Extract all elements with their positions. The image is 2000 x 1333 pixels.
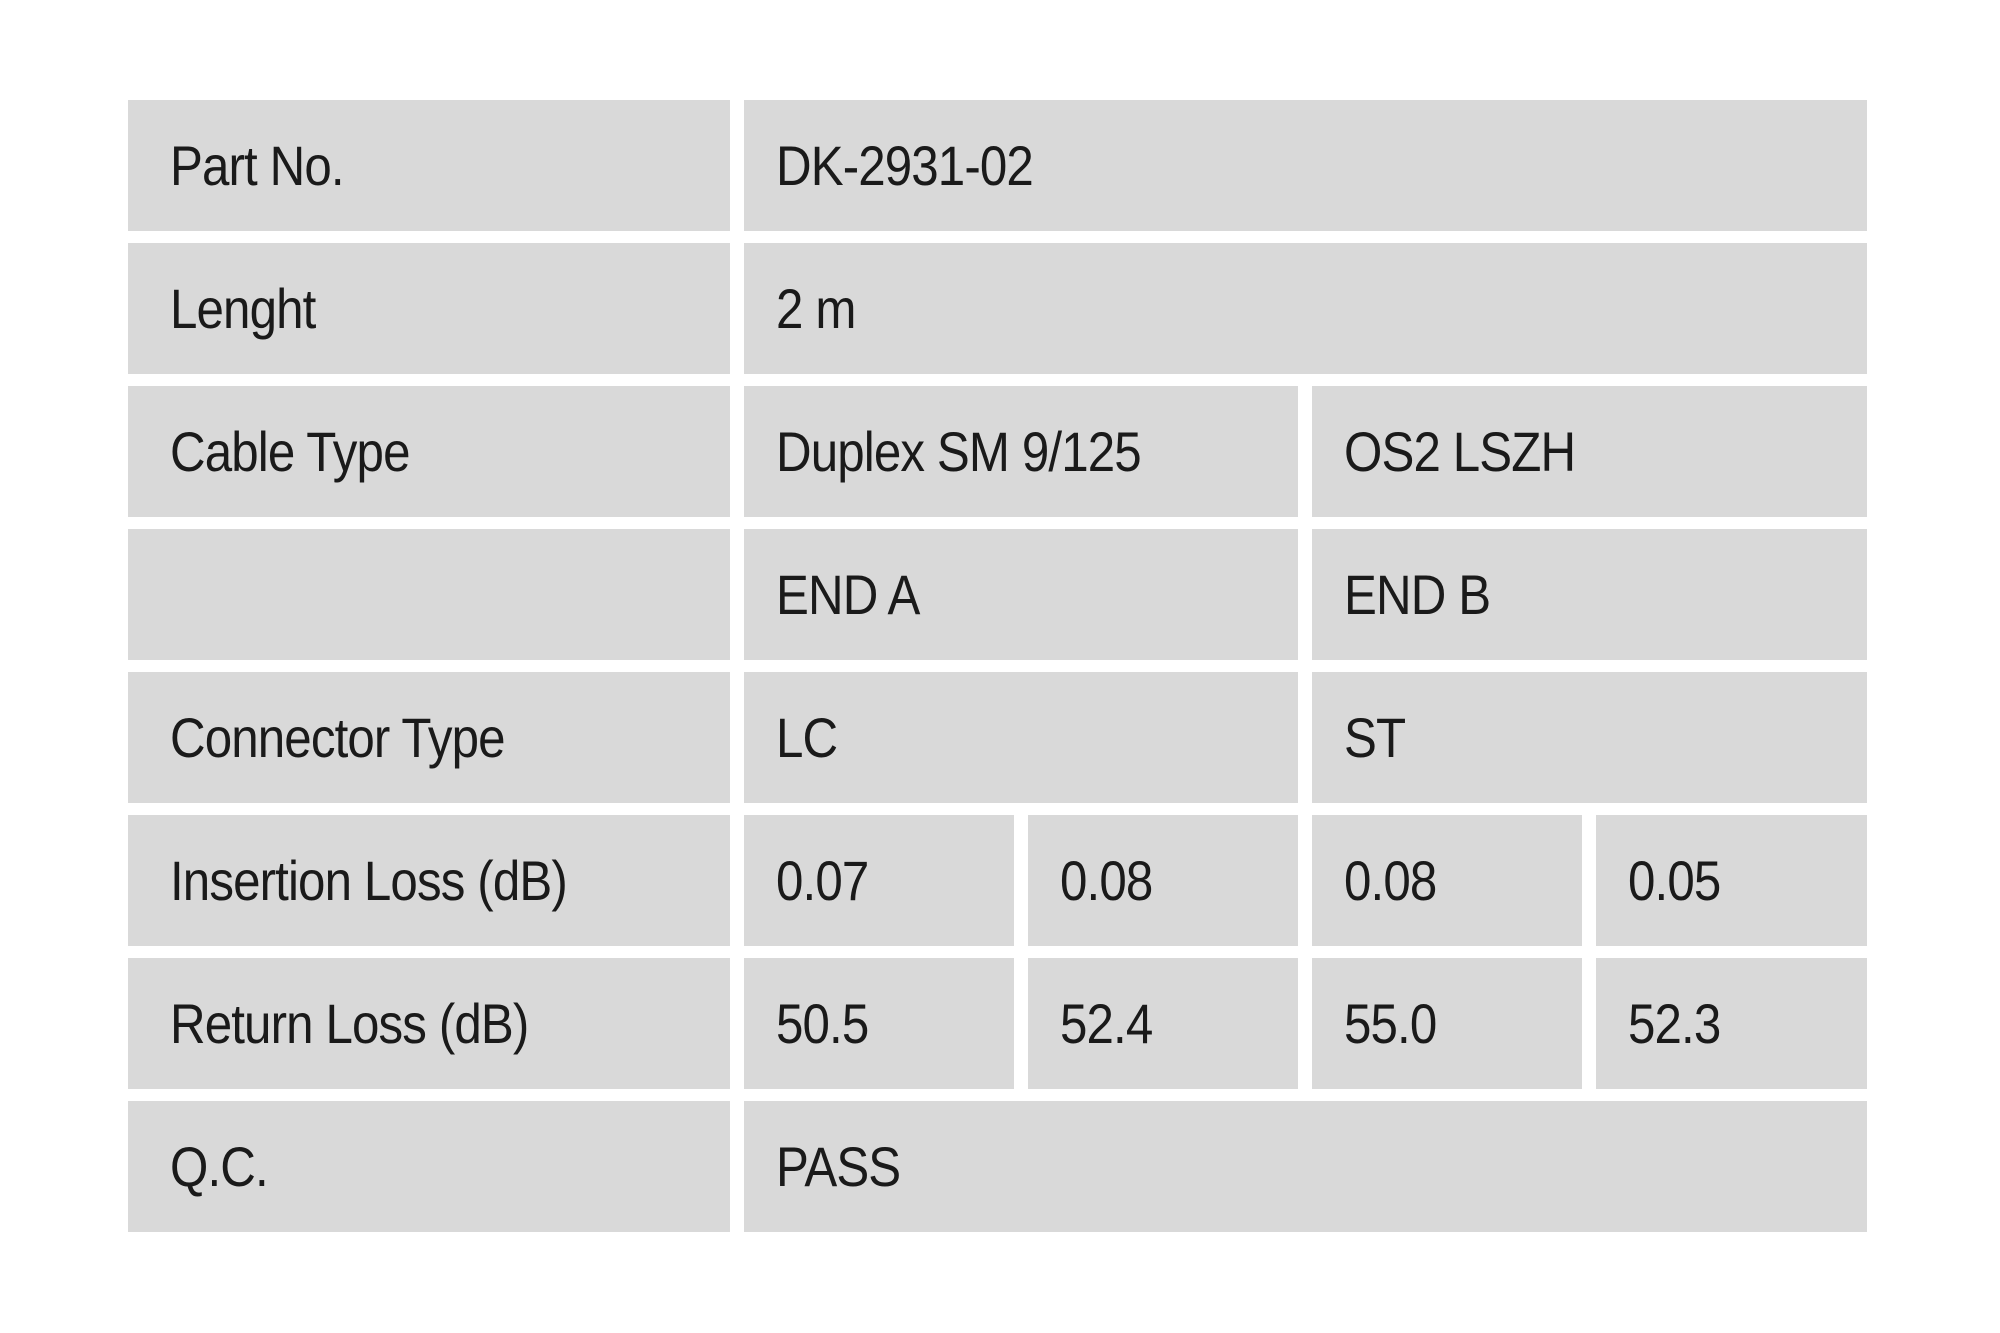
cell-return-loss-end-b-2: 52.3 (1596, 958, 1867, 1089)
cell-ends-empty-label (128, 529, 730, 660)
insertion-loss-end-a-1: 0.07 (776, 848, 869, 912)
cell-connector-type-end-a: LC (744, 672, 1298, 803)
connector-type-end-b: ST (1344, 705, 1406, 769)
cell-return-loss-label: Return Loss (dB) (128, 958, 730, 1089)
return-loss-label: Return Loss (dB) (170, 991, 529, 1055)
qc-value: PASS (776, 1134, 901, 1198)
cell-insertion-loss-end-b-2: 0.05 (1596, 815, 1867, 946)
cell-length-label: Lenght (128, 243, 730, 374)
cell-return-loss-end-a-1: 50.5 (744, 958, 1014, 1089)
return-loss-end-a-2: 52.4 (1060, 991, 1153, 1055)
connector-type-label: Connector Type (170, 705, 506, 769)
cell-insertion-loss-end-a-2: 0.08 (1028, 815, 1298, 946)
part-no-value: DK-2931-02 (776, 133, 1034, 197)
cell-connector-type-label: Connector Type (128, 672, 730, 803)
cell-end-b-header: END B (1312, 529, 1867, 660)
connector-type-end-a: LC (776, 705, 838, 769)
insertion-loss-end-b-1: 0.08 (1344, 848, 1437, 912)
qc-label: Q.C. (170, 1134, 269, 1198)
spec-table: Part No. DK-2931-02 Lenght 2 m Cable Typ… (128, 100, 1872, 1232)
cell-insertion-loss-label: Insertion Loss (dB) (128, 815, 730, 946)
cell-cable-type-value-1: Duplex SM 9/125 (744, 386, 1298, 517)
cable-type-value-2: OS2 LSZH (1344, 419, 1576, 483)
length-label: Lenght (170, 276, 316, 340)
end-a-header: END A (776, 562, 920, 626)
return-loss-end-b-1: 55.0 (1344, 991, 1437, 1055)
insertion-loss-end-a-2: 0.08 (1060, 848, 1153, 912)
return-loss-end-b-2: 52.3 (1628, 991, 1721, 1055)
cell-insertion-loss-end-a-1: 0.07 (744, 815, 1014, 946)
cable-type-label: Cable Type (170, 419, 410, 483)
cell-qc-label: Q.C. (128, 1101, 730, 1232)
cell-end-a-header: END A (744, 529, 1298, 660)
cell-return-loss-end-a-2: 52.4 (1028, 958, 1298, 1089)
cell-cable-type-label: Cable Type (128, 386, 730, 517)
cable-type-value-1: Duplex SM 9/125 (776, 419, 1142, 483)
cell-part-no-label: Part No. (128, 100, 730, 231)
length-value: 2 m (776, 276, 856, 340)
end-b-header: END B (1344, 562, 1491, 626)
cell-length-value: 2 m (744, 243, 1867, 374)
cell-connector-type-end-b: ST (1312, 672, 1867, 803)
cell-part-no-value: DK-2931-02 (744, 100, 1867, 231)
insertion-loss-label: Insertion Loss (dB) (170, 848, 568, 912)
part-no-label: Part No. (170, 133, 345, 197)
insertion-loss-end-b-2: 0.05 (1628, 848, 1721, 912)
cell-cable-type-value-2: OS2 LSZH (1312, 386, 1867, 517)
return-loss-end-a-1: 50.5 (776, 991, 869, 1055)
cell-qc-value: PASS (744, 1101, 1867, 1232)
cell-return-loss-end-b-1: 55.0 (1312, 958, 1582, 1089)
cell-insertion-loss-end-b-1: 0.08 (1312, 815, 1582, 946)
